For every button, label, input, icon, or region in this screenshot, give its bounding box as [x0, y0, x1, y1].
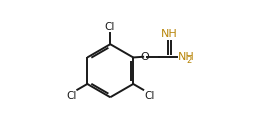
Text: NH: NH [161, 29, 178, 39]
Text: 2: 2 [186, 56, 191, 65]
Text: NH: NH [178, 52, 195, 62]
Text: O: O [140, 52, 149, 62]
Text: Cl: Cl [66, 91, 77, 101]
Text: Cl: Cl [144, 91, 154, 101]
Text: Cl: Cl [105, 22, 115, 32]
